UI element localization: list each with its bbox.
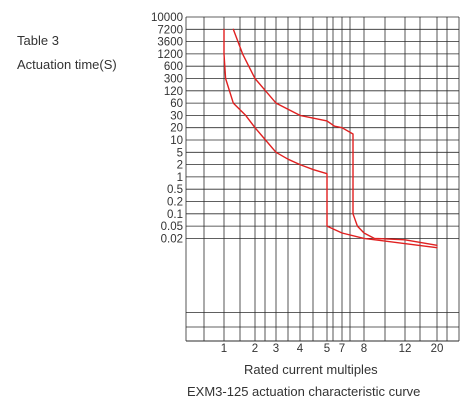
x-tick-label: 3 <box>273 343 279 355</box>
y-tick-label: 2 <box>177 160 183 172</box>
x-axis-label: Rated current multiples <box>244 362 378 377</box>
vertical-grid-lines <box>185 17 460 341</box>
y-tick-label: 10000 <box>151 12 183 24</box>
y-tick-label: 0.05 <box>161 221 183 233</box>
y-tick-label: 0.2 <box>167 197 183 209</box>
y-tick-label: 0.1 <box>167 209 183 221</box>
x-tick-label: 2 <box>252 343 258 355</box>
x-tick-label: 1 <box>221 343 227 355</box>
y-tick-label: 0.02 <box>161 233 183 245</box>
curve-line-2 <box>232 28 438 246</box>
x-tick-labels: 1 2 3 4 5 7 8 12 20 <box>221 343 444 355</box>
y-tick-label: 0.5 <box>167 184 183 196</box>
curve-line-1 <box>223 28 438 249</box>
y-tick-label: 7200 <box>157 24 183 36</box>
curves <box>223 28 438 249</box>
y-tick-label: 30 <box>170 110 183 122</box>
y-tick-label: 10 <box>170 135 183 147</box>
x-tick-label: 8 <box>361 343 367 355</box>
y-tick-label: 600 <box>164 61 183 73</box>
table-label: Table 3 <box>17 33 59 48</box>
y-tick-label: 3600 <box>157 37 183 49</box>
y-tick-label: 20 <box>170 123 183 135</box>
y-tick-label: 60 <box>170 98 183 110</box>
x-tick-label: 4 <box>297 343 304 355</box>
x-tick-label: 5 <box>324 343 330 355</box>
y-tick-label: 5 <box>177 147 183 159</box>
x-tick-label: 20 <box>431 343 444 355</box>
y-axis-label: Actuation time(S) <box>17 57 117 72</box>
y-tick-labels: 10000720036001200600300120603020105210.5… <box>151 12 183 245</box>
y-tick-label: 1 <box>177 172 183 184</box>
y-tick-label: 120 <box>164 86 183 98</box>
x-tick-label: 12 <box>399 343 412 355</box>
chart-caption: EXM3-125 actuation characteristic curve <box>187 384 421 399</box>
horizontal-grid-lines <box>186 16 459 342</box>
x-tick-label: 7 <box>339 343 345 355</box>
y-tick-label: 300 <box>164 74 183 86</box>
y-tick-label: 1200 <box>157 49 183 61</box>
